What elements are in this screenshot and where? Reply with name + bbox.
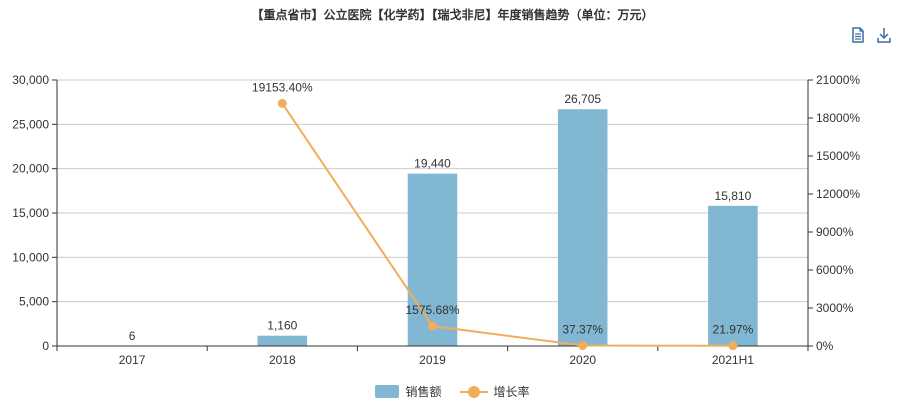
growth-point-2021H1 (728, 341, 738, 351)
bar-2020 (557, 109, 608, 346)
bar-label: 19,440 (414, 157, 451, 171)
y-left-tick-label: 25,000 (12, 117, 49, 131)
bar-label: 1,160 (267, 319, 297, 333)
x-tick-label: 2019 (419, 353, 446, 367)
bar-label: 26,705 (564, 92, 601, 106)
legend-item-sales[interactable]: 销售额 (375, 383, 442, 400)
bar-2021H1 (708, 205, 758, 346)
x-tick-label: 2021H1 (712, 353, 754, 367)
growth-label: 19153.40% (252, 80, 313, 94)
y-right-tick-label: 3000% (816, 301, 854, 315)
y-right-tick-label: 21000% (816, 73, 860, 87)
y-left-tick-label: 5,000 (19, 295, 49, 309)
y-right-tick-label: 12000% (816, 187, 860, 201)
y-left-tick-label: 0 (42, 339, 49, 353)
legend: 销售额 增长率 (0, 383, 905, 400)
growth-point-2020 (578, 341, 588, 351)
legend-bar-swatch (375, 385, 400, 398)
y-left-tick-label: 20,000 (12, 162, 49, 176)
growth-label: 21.97% (713, 323, 754, 337)
y-right-tick-label: 15000% (816, 149, 860, 163)
growth-point-2018 (277, 98, 287, 108)
download-icon[interactable] (875, 26, 893, 44)
chart-area: 0 5,000 10,000 15,000 20,000 25,000 30,000 0% 30… (12, 73, 860, 367)
y-right-tick-label: 9000% (816, 225, 854, 239)
growth-label: 37.37% (562, 323, 603, 337)
y-left-tick-label: 10,000 (12, 250, 49, 264)
bar-2018 (257, 335, 308, 346)
growth-label: 1575.68% (405, 303, 459, 317)
growth-point-2019 (428, 321, 437, 331)
legend-label-growth: 增长率 (493, 385, 530, 399)
x-tick-label: 2020 (569, 353, 596, 367)
bar-label: 15,810 (715, 189, 752, 203)
y-right-tick-label: 6000% (816, 263, 854, 277)
bar-label: 6 (129, 329, 136, 343)
legend-label-sales: 销售额 (405, 385, 442, 399)
growth-line (281, 102, 733, 347)
x-tick-label: 2018 (269, 353, 296, 367)
bar-2019 (407, 173, 458, 346)
document-icon[interactable] (849, 26, 867, 44)
y-right-tick-label: 0% (816, 339, 834, 353)
chart-title: 【重点省市】公立医院【化学药】【瑞戈非尼】年度销售趋势（单位：万元） (251, 8, 654, 22)
x-tick-label: 2017 (119, 353, 146, 367)
chart-toolbar (849, 26, 893, 44)
y-left-tick-label: 15,000 (12, 206, 49, 220)
y-left-tick-label: 30,000 (12, 73, 49, 87)
legend-line-swatch (459, 385, 488, 398)
legend-item-growth[interactable]: 增长率 (459, 383, 530, 400)
y-right-tick-label: 18000% (816, 111, 860, 125)
